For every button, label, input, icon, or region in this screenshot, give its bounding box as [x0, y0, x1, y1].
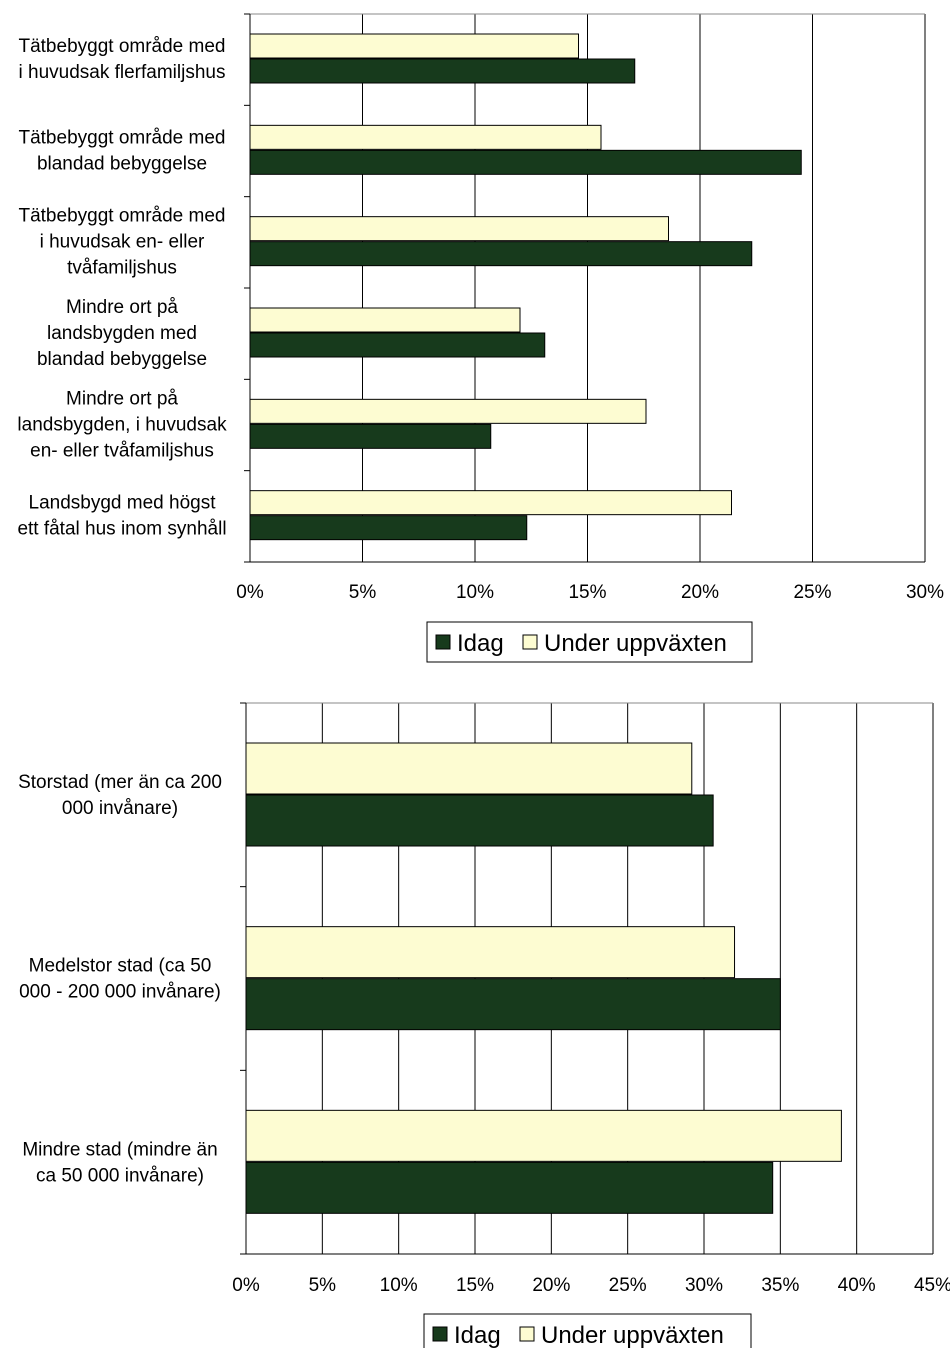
category-label: Tätbebyggt område med i huvudsak en- elle…	[18, 206, 225, 279]
category-label: Medelstor stad (ca 50 000 - 200 000 invån…	[19, 956, 221, 1003]
legend-label-under-uppvaxten: Under uppväxten	[544, 630, 727, 657]
bar-idag	[249, 332, 546, 358]
bar-idag	[245, 978, 781, 1031]
x-tick-label: 15%	[568, 582, 606, 603]
bar-idag	[249, 515, 528, 541]
category-label: Mindre stad (mindre än ca 50 000 invånare…	[22, 1139, 217, 1186]
bar-idag	[249, 149, 802, 175]
bar-under-uppvaxten	[249, 33, 579, 59]
bar-under-uppvaxten	[245, 926, 736, 979]
bar-under-uppvaxten	[249, 307, 521, 333]
category-label: Mindre ort på landsbygden med blandad beby…	[37, 297, 207, 370]
x-tick-label: 20%	[681, 582, 719, 603]
chart-1: 0% 5% 10% 15% 20% 25% 30% Tätbebyggt område med…	[17, 13, 944, 663]
category-label: Landsbygd med högst ett fåtal hus inom sy…	[17, 493, 226, 540]
bar-under-uppvaxten	[249, 398, 647, 424]
bar-under-uppvaxten	[249, 124, 602, 150]
legend-swatch-under-uppvaxten	[519, 1326, 535, 1342]
bar-idag	[249, 241, 753, 267]
x-tick-label: 0%	[232, 1275, 260, 1296]
bar-idag	[245, 794, 714, 847]
legend: Idag Under uppväxten	[423, 1313, 752, 1348]
x-tick-label: 25%	[793, 582, 831, 603]
category-label: Tätbebyggt område med blandad bebyggelse	[18, 127, 225, 174]
x-tick-label: 40%	[838, 1275, 876, 1296]
x-tick-label: 20%	[532, 1275, 570, 1296]
x-tick-label: 30%	[685, 1275, 723, 1296]
x-tick-label: 45%	[914, 1275, 950, 1296]
category-label: Tätbebyggt område med i huvudsak flerfami…	[18, 36, 225, 83]
category-label: Mindre ort på landsbygden, i huvudsak en- …	[17, 388, 227, 461]
x-tick-label: 5%	[349, 582, 377, 603]
x-tick-label: 0%	[236, 582, 264, 603]
chart-2: 0% 5% 10% 15% 20% 25% 30% 35% 40% 45% Storstad (me…	[18, 702, 950, 1348]
legend-label-idag: Idag	[457, 630, 504, 657]
legend-box	[423, 1313, 752, 1348]
bar-under-uppvaxten	[249, 216, 669, 242]
bar-under-uppvaxten	[245, 1109, 842, 1162]
x-tick-label: 30%	[906, 582, 944, 603]
x-tick-label: 15%	[456, 1275, 494, 1296]
legend: Idag Under uppväxten	[426, 621, 753, 663]
bar-under-uppvaxten	[245, 742, 693, 795]
legend-box	[426, 621, 753, 663]
legend-label-under-uppvaxten: Under uppväxten	[541, 1322, 724, 1348]
legend-label-idag: Idag	[454, 1322, 501, 1348]
bar-idag	[245, 1161, 774, 1214]
x-tick-label: 10%	[380, 1275, 418, 1296]
bar-idag	[249, 58, 636, 84]
x-tick-label: 5%	[309, 1275, 337, 1296]
legend-swatch-idag	[435, 634, 451, 650]
x-tick-label: 25%	[609, 1275, 647, 1296]
x-tick-label: 35%	[761, 1275, 799, 1296]
x-tick-label: 10%	[456, 582, 494, 603]
bar-idag	[249, 423, 492, 449]
category-label: Storstad (mer än ca 200 000 invånare)	[18, 772, 222, 819]
legend-swatch-idag	[432, 1326, 448, 1342]
legend-swatch-under-uppvaxten	[522, 634, 538, 650]
bar-under-uppvaxten	[249, 490, 732, 516]
